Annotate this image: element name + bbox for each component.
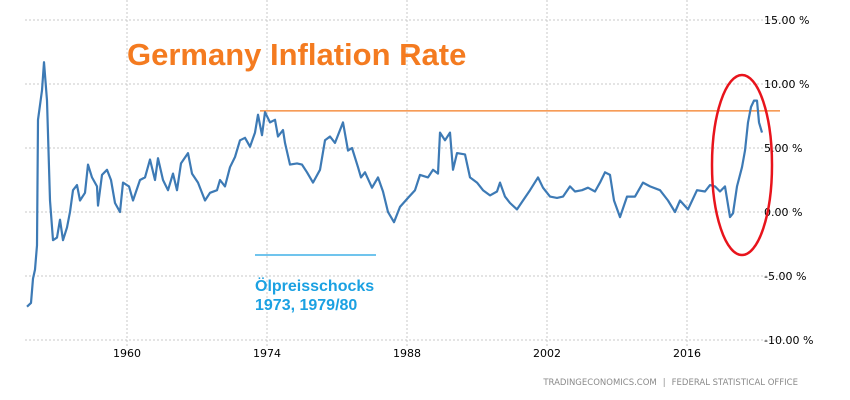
y-tick-label: 5.00 % (764, 142, 802, 155)
series-line-inflation (26, 61, 764, 308)
y-tick-label: 0.00 % (764, 206, 802, 219)
oil-shock-years: 1973, 1979/80 (255, 297, 357, 314)
oil-shock-label: Ölpreisschocks (255, 276, 374, 295)
y-tick-label: 15.00 % (764, 14, 809, 27)
source-footer: TRADINGECONOMICS.COM | FEDERAL STATISTICAL… (542, 378, 798, 388)
chart-title: Germany Inflation Rate (127, 37, 466, 72)
source-tradingeconomics: TRADINGECONOMICS.COM (542, 378, 656, 388)
y-tick-label: 10.00 % (764, 78, 809, 91)
source-separator: | (663, 378, 666, 388)
grid (25, 0, 790, 346)
y-tick-label: -5.00 % (764, 270, 806, 283)
x-tick-label: 1974 (253, 347, 281, 360)
x-tick-label: 2016 (673, 347, 701, 360)
x-tick-label: 2002 (533, 347, 561, 360)
x-axis: 1960 1974 1988 2002 2016 (113, 347, 701, 360)
x-tick-label: 1960 (113, 347, 141, 360)
highlight-ellipse (710, 73, 774, 257)
source-federal-statistical-office: FEDERAL STATISTICAL OFFICE (672, 378, 798, 388)
y-tick-label: -10.00 % (764, 334, 813, 347)
y-axis: 15.00 % 10.00 % 5.00 % 0.00 % -5.00 % -10.00 … (764, 14, 813, 347)
x-tick-label: 1988 (393, 347, 421, 360)
